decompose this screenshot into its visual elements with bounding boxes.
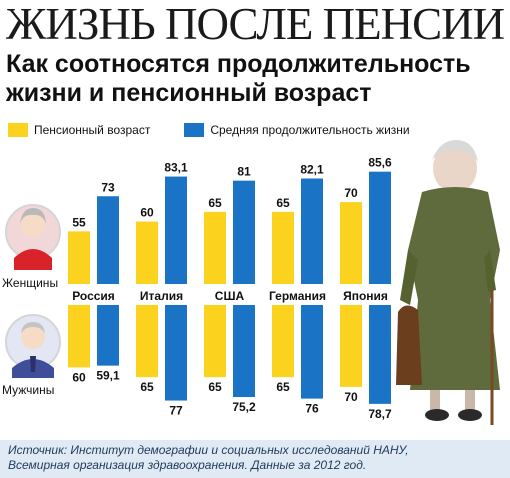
- label-men-retirement: 70: [344, 390, 358, 404]
- subtitle-line-2: жизни и пенсионный возраст: [6, 79, 372, 107]
- bar-women-life: [165, 176, 187, 284]
- label-men-retirement: 65: [140, 380, 154, 394]
- bar-men-life: [301, 305, 323, 399]
- bar-women-retirement: [340, 202, 362, 284]
- category-label: США: [215, 289, 245, 303]
- label-men-retirement: 65: [276, 380, 290, 394]
- bar-women-retirement: [68, 231, 90, 284]
- bar-men-retirement: [136, 305, 158, 378]
- bar-men-retirement: [272, 305, 294, 378]
- legend-swatch-retirement: [8, 123, 28, 137]
- label-women-life: 73: [101, 180, 115, 194]
- label-men-life: 77: [169, 404, 183, 418]
- legend-label-retirement: Пенсионный возраст: [34, 123, 151, 137]
- label-women-retirement: 70: [344, 186, 358, 200]
- bar-men-life: [233, 305, 255, 398]
- label-women-life: 85,6: [368, 156, 392, 170]
- legend-swatch-life: [184, 123, 205, 137]
- women-label: Женщины: [2, 276, 59, 290]
- bar-women-life: [233, 180, 255, 284]
- bar-men-retirement: [340, 305, 362, 387]
- legend-item-life: Средняя продолжительность жизни: [184, 123, 410, 137]
- men-label: Мужчины: [2, 383, 55, 397]
- subtitle-line-1: Как соотносятся продолжительность: [6, 50, 471, 78]
- source-text: Источник: Институт демографии и социальн…: [8, 443, 503, 473]
- label-men-life: 78,7: [368, 407, 392, 421]
- bar-men-retirement: [204, 305, 226, 378]
- label-women-retirement: 60: [140, 206, 154, 220]
- label-women-life: 83,1: [164, 161, 188, 175]
- category-label: Россия: [72, 289, 115, 303]
- label-men-life: 75,2: [232, 400, 256, 414]
- headline: ЖИЗНЬ ПОСЛЕ ПЕНСИИ: [6, 0, 505, 49]
- label-women-retirement: 65: [208, 196, 222, 210]
- subtitle: Как соотносятся продолжительность жизни …: [6, 50, 506, 108]
- label-women-retirement: 65: [276, 196, 290, 210]
- category-label: Германия: [269, 289, 326, 303]
- source-line-1: Источник: Институт демографии и социальн…: [8, 443, 409, 457]
- legend-item-retirement: Пенсионный возраст: [8, 123, 150, 137]
- man-avatar-icon: [5, 314, 61, 378]
- bar-women-retirement: [204, 211, 226, 284]
- bar-men-life: [97, 305, 119, 366]
- source-footer: Источник: Институт демографии и социальн…: [0, 440, 510, 478]
- label-men-life: 76: [305, 402, 319, 416]
- bar-men-life: [369, 305, 391, 404]
- label-men-life: 59,1: [96, 369, 120, 383]
- label-men-retirement: 60: [72, 370, 86, 384]
- bar-men-retirement: [68, 305, 90, 368]
- label-women-life: 82,1: [300, 163, 324, 177]
- legend-label-life: Средняя продолжительность жизни: [210, 123, 410, 137]
- label-women-life: 81: [237, 165, 251, 179]
- source-line-2: Всемирная организация здравоохранения. Д…: [8, 458, 367, 472]
- bar-women-retirement: [272, 211, 294, 284]
- elderly-woman-illustration: [396, 140, 500, 425]
- chart: 55 73 Россия 60 59,1 60 83,1 Италия 65 77 65 81 США 6…: [5, 140, 500, 425]
- label-men-retirement: 65: [208, 380, 222, 394]
- legend: Пенсионный возраст Средняя продолжительн…: [8, 123, 444, 137]
- bar-women-life: [301, 178, 323, 284]
- bar-men-life: [165, 305, 187, 401]
- woman-avatar-icon: [5, 204, 61, 270]
- category-label: Япония: [343, 289, 388, 303]
- bar-women-life: [369, 171, 391, 284]
- bar-women-retirement: [136, 221, 158, 284]
- bar-women-life: [97, 196, 119, 284]
- label-women-retirement: 55: [72, 215, 86, 229]
- category-label: Италия: [140, 289, 183, 303]
